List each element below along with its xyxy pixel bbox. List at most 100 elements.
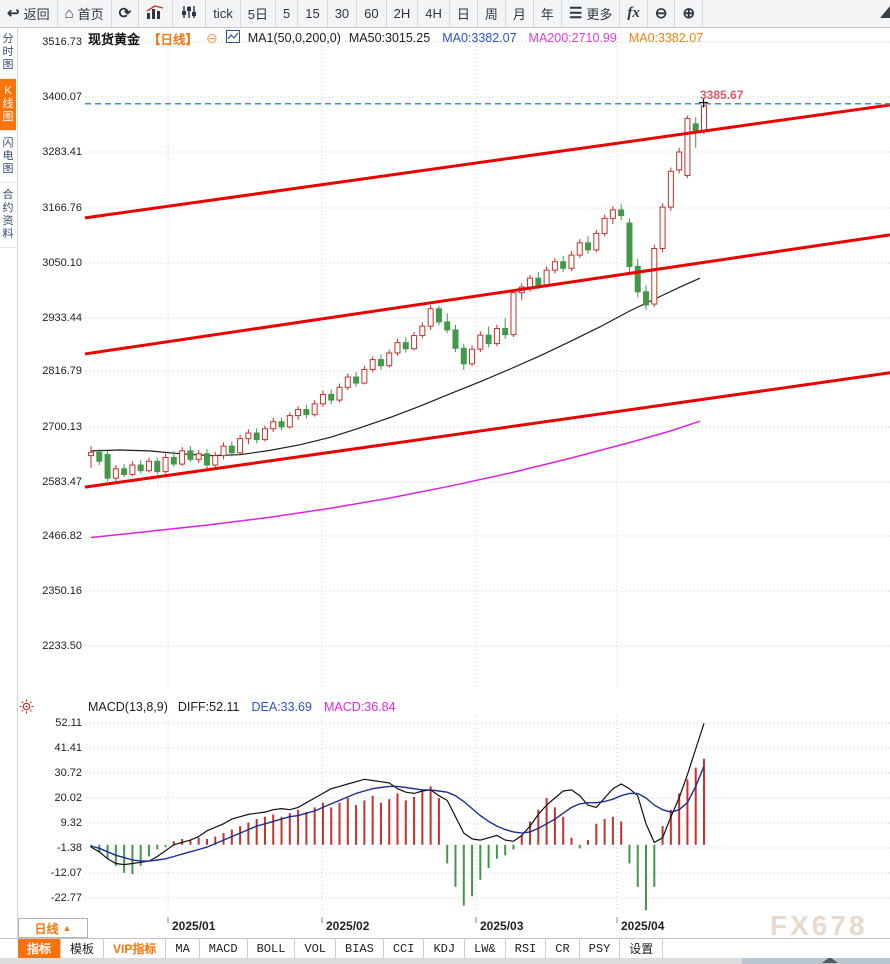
macd-hist-bar — [487, 844, 490, 869]
period-button-5[interactable]: 5 — [276, 0, 299, 27]
tab-模板[interactable]: 模板 — [61, 939, 105, 958]
tab-PSY[interactable]: PSY — [580, 939, 621, 958]
zoom-in-button[interactable]: ⊕ — [675, 0, 704, 27]
candle-body — [377, 359, 384, 367]
macd-hist-bar — [661, 826, 664, 845]
toolbar-item-label: 周 — [484, 7, 498, 22]
tab-MA[interactable]: MA — [166, 939, 200, 958]
back-arrow-button[interactable]: ↩ 返回 — [0, 0, 58, 27]
symbol-name: 现货黄金 — [88, 31, 141, 47]
macd-hist-bar — [222, 833, 225, 845]
sidebar-item-chart[interactable]: 合约资料 — [0, 183, 16, 248]
candle-body — [618, 209, 625, 217]
macd-hist-bar — [578, 844, 581, 849]
macd-axis-label: 41.41 — [54, 742, 82, 754]
toolbar-item-label: 5日 — [247, 7, 268, 22]
period-button-30[interactable]: 30 — [328, 0, 358, 27]
candle-body — [145, 460, 152, 472]
fx-button[interactable]: fx — [620, 0, 648, 27]
candle-body — [551, 261, 558, 271]
toolbar-item-label: 月 — [512, 7, 526, 22]
candle-body — [576, 242, 583, 256]
candle-sliders-button[interactable] — [173, 0, 207, 27]
period-button-日[interactable]: 日 — [450, 0, 478, 27]
sidebar-item-chart[interactable]: 分时图 — [0, 27, 16, 79]
main-chart-header: 现货黄金 【日线】 ⊖ MA1(50,0,200,0) MA50:3015.25… — [88, 30, 703, 47]
tab-RSI[interactable]: RSI — [506, 939, 547, 958]
candle-body — [96, 451, 103, 462]
macd-formula: MACD(13,8,9) — [88, 700, 168, 714]
indicator-settings-sun-icon[interactable] — [19, 699, 34, 719]
toolbar-item-label: 更多 — [586, 7, 613, 22]
x-axis-label: 2025/02 — [326, 919, 370, 933]
tab-VIP指标[interactable]: VIP指标 — [104, 939, 167, 958]
candle-body — [527, 277, 534, 288]
macd-hist-bar — [694, 767, 697, 845]
candle-body — [129, 464, 136, 475]
tab-BOLL[interactable]: BOLL — [248, 939, 296, 958]
period-button-15[interactable]: 15 — [298, 0, 328, 27]
hamburger-button[interactable]: ☰ 更多 — [562, 0, 621, 27]
macd-hist-bar — [570, 837, 573, 845]
sidebar-item-active[interactable]: K线图 — [0, 79, 16, 131]
period-button-5日[interactable]: 5日 — [241, 0, 276, 27]
tab-VOL[interactable]: VOL — [295, 939, 337, 958]
candle-body — [394, 342, 401, 354]
period-button-2H[interactable]: 2H — [387, 0, 419, 27]
macd-hist-bar — [587, 840, 590, 845]
horizontal-scrollbar[interactable] — [742, 956, 890, 964]
collapse-icon[interactable]: ⊖ — [206, 30, 218, 46]
ma-value: MA50:3015.25 — [348, 31, 431, 45]
macd-header: MACD(13,8,9) DIFF:52.11 DEA:33.69 MACD:36.… — [88, 700, 396, 714]
price-axis-label: 2350.16 — [42, 585, 82, 597]
macd-axis-label: -12.07 — [50, 867, 82, 879]
tab-BIAS[interactable]: BIAS — [336, 939, 384, 958]
macd-hist-bar — [396, 793, 399, 845]
home-button[interactable]: ⌂ 首页 — [58, 0, 112, 27]
candle-body — [328, 393, 335, 401]
macd-hist-bar — [90, 844, 92, 848]
candle-body — [427, 308, 434, 327]
tab-设置[interactable]: 设置 — [620, 939, 664, 958]
price-axis-label: 2233.50 — [42, 640, 82, 652]
macd-value: MACD:36.84 — [323, 700, 396, 714]
tab-CR[interactable]: CR — [546, 939, 580, 958]
macd-hist-bar — [280, 816, 283, 845]
toolbar-item-label: tick — [213, 6, 233, 21]
current-price-label: 3385.67 — [700, 88, 744, 102]
refresh-button[interactable]: ⟳ — [112, 0, 140, 27]
tab-MACD[interactable]: MACD — [200, 939, 248, 958]
tab-CCI[interactable]: CCI — [384, 939, 425, 958]
tab-KDJ[interactable]: KDJ — [424, 939, 466, 958]
period-button-60[interactable]: 60 — [357, 0, 387, 27]
candle-body — [112, 468, 119, 479]
period-button-月[interactable]: 月 — [506, 0, 534, 27]
sidebar-item-chart[interactable]: 闪电图 — [0, 131, 16, 183]
macd-hist-bar — [338, 802, 341, 845]
tab-LW&[interactable]: LW& — [465, 939, 506, 958]
zoom-out-button[interactable]: ⊖ — [648, 0, 676, 27]
macd-value: DEA:33.69 — [251, 700, 312, 714]
macd-hist-bar — [620, 821, 623, 845]
scroll-up-arrow-icon[interactable] — [822, 957, 838, 963]
macd-hist-bar — [611, 816, 614, 845]
macd-axis-label: -1.38 — [56, 842, 82, 854]
ma-formula: MA1(50,0,200,0) — [247, 31, 341, 45]
price-axis-label: 2700.13 — [42, 421, 82, 433]
period-button-4H[interactable]: 4H — [418, 0, 450, 27]
toolbar-item-label: 4H — [425, 6, 442, 21]
period-button-年[interactable]: 年 — [534, 0, 562, 27]
tab-指标[interactable]: 指标 — [18, 939, 62, 958]
candle-body — [303, 408, 310, 416]
ma200-line — [90, 420, 701, 539]
bar-chart-button[interactable] — [139, 0, 174, 27]
macd-hist-bar — [595, 823, 598, 845]
period-button-tick[interactable]: tick — [206, 0, 241, 27]
draw-tool-icon[interactable] — [703, 0, 890, 27]
macd-hist-bar — [537, 809, 540, 845]
macd-hist-bar — [197, 837, 200, 845]
period-selector[interactable]: 日线 ▲ — [18, 918, 88, 938]
period-button-周[interactable]: 周 — [478, 0, 506, 27]
period-tag: 【日线】 — [148, 32, 199, 47]
